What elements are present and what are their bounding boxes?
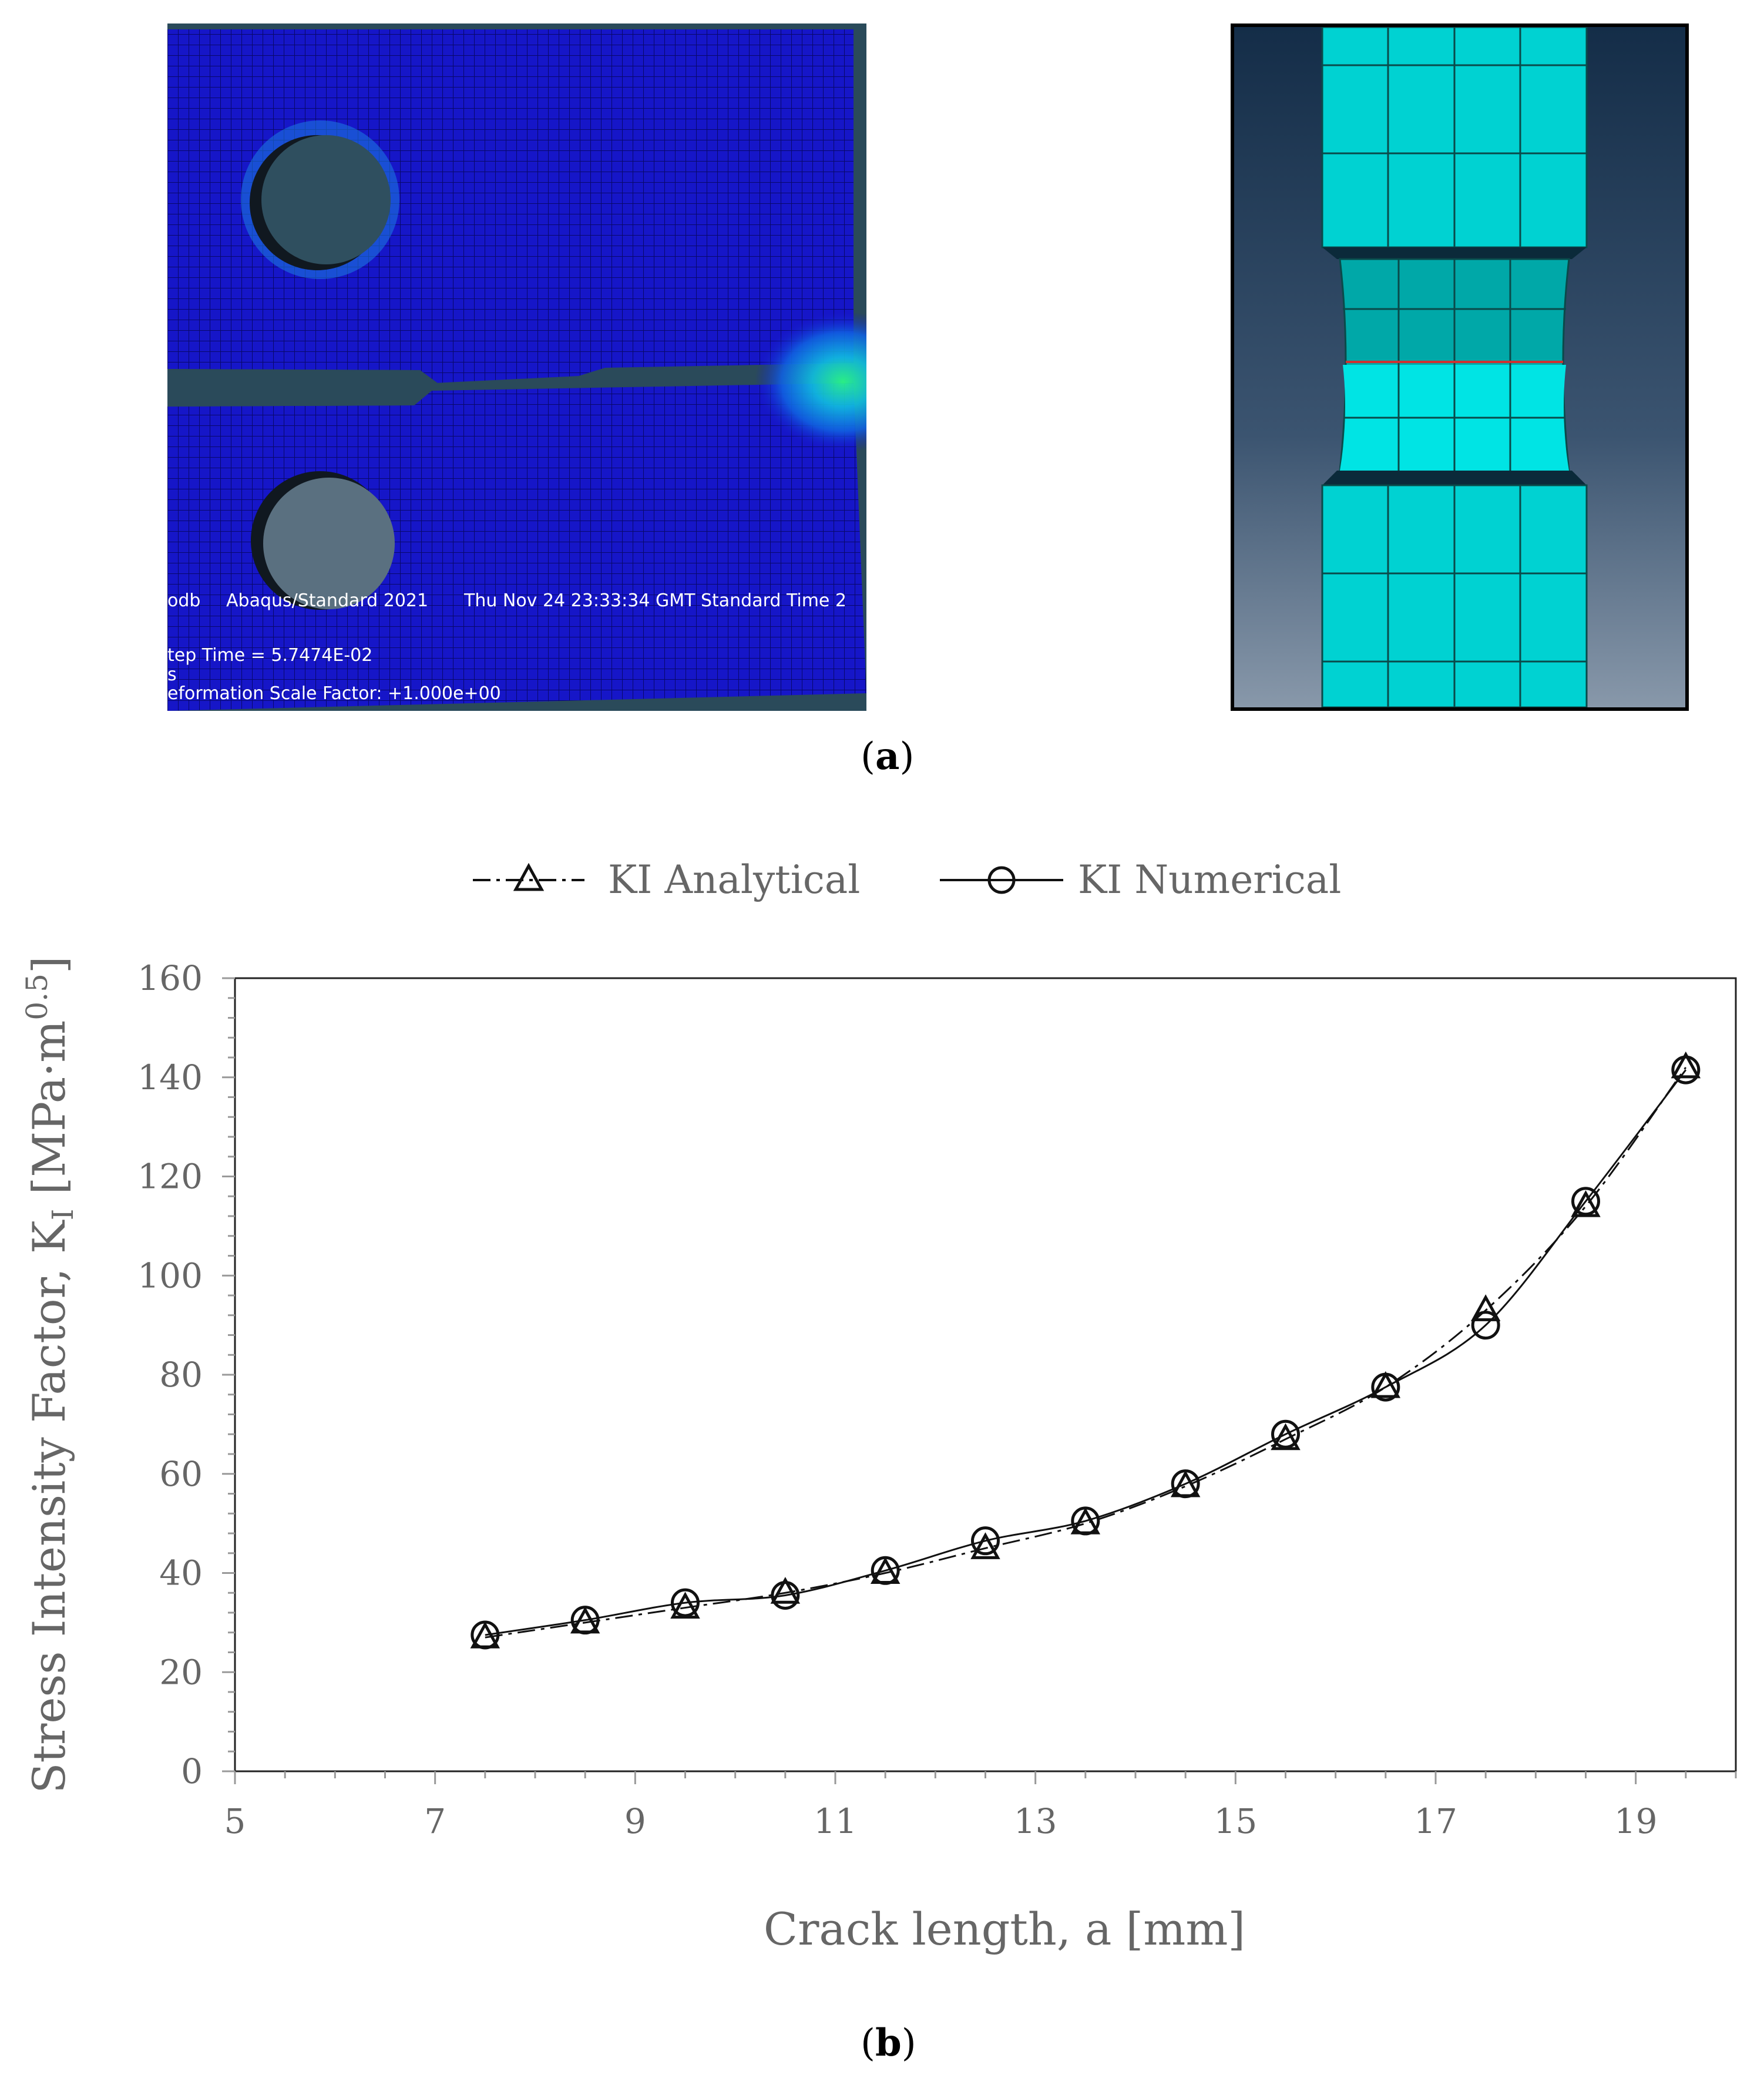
y-tick-label: 140 bbox=[137, 1057, 203, 1097]
y-axis-label-main: Stress Intensity Factor, K bbox=[23, 1220, 75, 1793]
crack-tip-stress bbox=[755, 311, 866, 452]
crack-notch bbox=[167, 369, 854, 407]
y-tick-label: 0 bbox=[181, 1751, 203, 1791]
point-analytical bbox=[770, 1577, 801, 1604]
point-numerical bbox=[471, 1620, 500, 1650]
legend-item-analytical: KI Analytical bbox=[473, 857, 860, 902]
x-tick-label: 9 bbox=[624, 1801, 646, 1841]
point-numerical bbox=[771, 1580, 800, 1610]
point-numerical bbox=[1271, 1419, 1300, 1449]
abq-date: Thu Nov 24 23:33:34 GMT Standard Time 2 bbox=[463, 590, 846, 611]
chart: KI Analytical KI Numerical 5 7 9 11 13 15 17 19… bbox=[20, 857, 1737, 1955]
x-tick-label: 19 bbox=[1614, 1801, 1658, 1841]
y-axis-label-unit: [MPa·m bbox=[23, 1020, 75, 1209]
abq-step-time: tep Time = 5.7474E-02 bbox=[167, 645, 372, 666]
series-line-numerical bbox=[485, 1069, 1687, 1636]
lower-hole bbox=[263, 478, 395, 609]
legend-item-numerical: KI Numerical bbox=[940, 857, 1341, 902]
upper-arm bbox=[167, 29, 854, 383]
point-numerical bbox=[1371, 1372, 1400, 1402]
point-analytical bbox=[1470, 1294, 1501, 1321]
x-tick-label: 15 bbox=[1214, 1801, 1257, 1841]
abq-scale-factor: eformation Scale Factor: +1.000e+00 bbox=[167, 683, 501, 704]
point-numerical bbox=[1671, 1055, 1701, 1085]
section-view bbox=[1231, 23, 1689, 711]
x-tick-label: 13 bbox=[1014, 1801, 1057, 1841]
x-tick-label: 11 bbox=[814, 1801, 857, 1841]
ticks: 5 7 9 11 13 15 17 19 0 20 40 60 80 100 120 140 160 bbox=[137, 958, 1737, 1841]
point-numerical bbox=[570, 1606, 600, 1635]
point-numerical bbox=[1571, 1187, 1600, 1216]
point-numerical bbox=[971, 1526, 1000, 1556]
y-axis-label-sup: 0.5 bbox=[20, 973, 54, 1020]
top-block bbox=[1321, 27, 1588, 259]
caption-b-letter: b bbox=[875, 2021, 902, 2065]
middle-specimen bbox=[1322, 258, 1587, 485]
abaqus-mesh-view: odb Abaqus/Standard 2021 Thu Nov 24 23:3… bbox=[167, 23, 866, 711]
y-tick-label: 40 bbox=[159, 1553, 203, 1593]
lower-arm bbox=[167, 382, 866, 711]
caption-b: (b) bbox=[861, 2021, 916, 2065]
legend-label-numerical: KI Numerical bbox=[1078, 857, 1341, 902]
point-numerical bbox=[871, 1556, 900, 1585]
point-numerical bbox=[1471, 1311, 1500, 1340]
abq-line3: s bbox=[167, 664, 177, 685]
plot-frame bbox=[234, 977, 1737, 1772]
x-tick-label: 5 bbox=[224, 1801, 246, 1841]
point-numerical bbox=[1071, 1506, 1100, 1536]
y-axis-label-sub: I bbox=[46, 1209, 80, 1221]
y-axis-label: Stress Intensity Factor, KI [MPa·m0.5] bbox=[20, 956, 80, 1793]
section-image bbox=[1234, 27, 1685, 707]
caption-a: (a) bbox=[861, 734, 915, 778]
abq-file: odb bbox=[167, 590, 200, 611]
series-line-analytical bbox=[485, 1066, 1687, 1639]
x-tick-label: 17 bbox=[1414, 1801, 1457, 1841]
upper-hole bbox=[261, 135, 391, 264]
mesh-image: odb Abaqus/Standard 2021 Thu Nov 24 23:3… bbox=[167, 23, 866, 711]
point-analytical bbox=[1370, 1371, 1401, 1398]
point-analytical bbox=[1671, 1051, 1701, 1079]
legend: KI Analytical KI Numerical bbox=[473, 857, 1341, 902]
point-numerical bbox=[1171, 1469, 1200, 1499]
x-axis-label: Crack length, a [mm] bbox=[764, 1903, 1245, 1955]
y-tick-label: 80 bbox=[159, 1355, 203, 1395]
y-tick-label: 100 bbox=[137, 1255, 203, 1295]
y-tick-label: 20 bbox=[159, 1652, 203, 1692]
y-tick-label: 160 bbox=[137, 958, 203, 998]
legend-label-analytical: KI Analytical bbox=[608, 857, 860, 902]
y-tick-label: 60 bbox=[159, 1454, 203, 1494]
point-numerical bbox=[671, 1588, 700, 1617]
legend-circle-marker bbox=[987, 866, 1016, 894]
y-axis-label-close: ] bbox=[23, 956, 75, 973]
y-tick-label: 120 bbox=[137, 1157, 203, 1197]
series bbox=[470, 1051, 1701, 1650]
bottom-block bbox=[1321, 484, 1588, 707]
caption-a-letter: a bbox=[875, 734, 900, 778]
x-tick-label: 7 bbox=[424, 1801, 446, 1841]
legend-triangle-marker bbox=[513, 862, 545, 891]
abq-version: Abaqus/Standard 2021 bbox=[226, 590, 428, 611]
point-analytical bbox=[970, 1532, 1000, 1559]
